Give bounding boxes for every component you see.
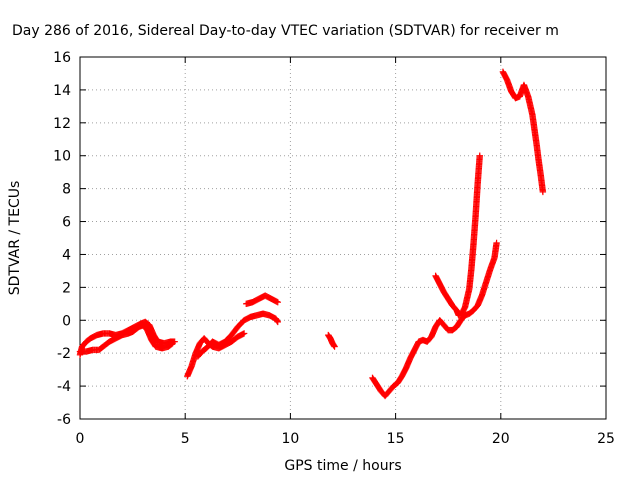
y-tick-label: 6 [62, 215, 71, 231]
y-axis-label: SDTVAR / TECUs [7, 181, 23, 296]
x-tick-label: 0 [76, 431, 85, 447]
x-axis-label: GPS time / hours [284, 458, 401, 474]
data-point [240, 330, 248, 337]
x-tick-label: 20 [492, 431, 510, 447]
y-tick-label: -4 [57, 379, 71, 395]
y-tick-label: -6 [57, 412, 71, 428]
data-point [539, 188, 547, 196]
data-points [76, 68, 547, 400]
data-point [169, 340, 176, 347]
x-tick-label: 10 [281, 431, 299, 447]
y-tick-label: 16 [53, 50, 71, 66]
data-point [493, 239, 500, 247]
y-tick-label: 0 [62, 313, 71, 329]
y-tick-label: -2 [57, 346, 71, 362]
y-tick-label: 8 [62, 182, 71, 198]
data-point [476, 152, 483, 159]
y-tick-label: 4 [62, 247, 71, 263]
data-point [168, 340, 175, 348]
data-point [274, 298, 281, 306]
y-tick-label: 10 [53, 149, 71, 165]
y-tick-label: 14 [53, 83, 71, 99]
x-tick-label: 15 [387, 431, 405, 447]
data-point [274, 318, 281, 326]
x-tick-label: 25 [597, 431, 615, 447]
y-tick-label: 12 [53, 116, 71, 132]
data-point [331, 343, 338, 350]
chart-title: Day 286 of 2016, Sidereal Day-to-day VTE… [12, 23, 559, 39]
plot-frame [79, 56, 607, 420]
grid-layer [80, 57, 606, 419]
tick-layer: -6 -4 -2 0 2 4 6 8 10 12 14 16 0 5 10 15 20 25 [53, 50, 615, 447]
y-tick-label: 2 [62, 280, 71, 296]
x-tick-label: 5 [181, 431, 190, 447]
